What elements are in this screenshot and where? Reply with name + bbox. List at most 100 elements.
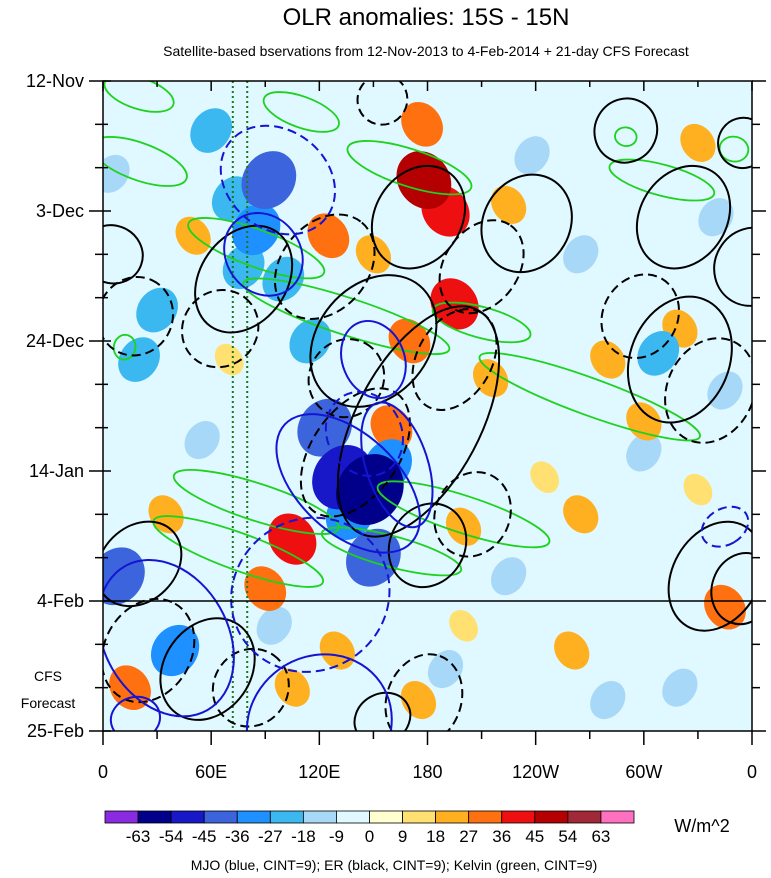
colorbar-swatch-1 xyxy=(137,810,172,824)
x-tick-label-2: 120E xyxy=(298,762,340,782)
y-tick-label-3: 14-Jan xyxy=(29,461,84,481)
colorbar-swatch-2 xyxy=(170,810,205,824)
x-tick-label-6: 0 xyxy=(747,762,757,782)
er-contour-8 xyxy=(103,276,175,357)
kelvin-contour-11 xyxy=(152,515,325,588)
colorbar-label-6: -9 xyxy=(329,827,344,846)
er-contour-13 xyxy=(433,471,512,558)
er-contour-28 xyxy=(356,81,409,126)
er-contour-16 xyxy=(103,597,196,704)
mjo-contour-7 xyxy=(103,558,235,718)
x-tick-label-1: 60E xyxy=(195,762,227,782)
plot-area xyxy=(102,80,753,732)
anomaly-patch-29 xyxy=(274,668,310,707)
x-axis: 0 60E 120E 180 120W 60W 0 xyxy=(98,81,757,782)
chart-title: OLR anomalies: 15S - 15N xyxy=(283,4,570,31)
er-contour-19 xyxy=(384,653,464,731)
colorbar-label-2: -45 xyxy=(192,827,217,846)
colorbar-swatch-5 xyxy=(269,810,304,824)
anomaly-patch-34 xyxy=(590,340,626,379)
anomaly-patch-14 xyxy=(626,433,662,472)
anomaly-patch-6 xyxy=(530,461,560,493)
colorbar-swatch-8 xyxy=(369,810,403,824)
y-tick-label-4: 4-Feb xyxy=(37,591,84,611)
y-axis: 12-Nov 3-Dec 24-Dec 14-Jan 4-Feb 25-Feb xyxy=(26,71,766,741)
anomaly-patch-63 xyxy=(396,151,452,209)
anomaly-patch-36 xyxy=(319,631,355,670)
anomaly-patch-11 xyxy=(590,681,626,720)
anomaly-patch-9 xyxy=(449,610,478,642)
anomaly-patch-4 xyxy=(719,548,749,580)
kelvin-contour-0 xyxy=(103,81,175,113)
kelvin-contour-9 xyxy=(172,469,340,535)
er-contour-4 xyxy=(309,274,438,408)
x-tick-label-4: 120W xyxy=(512,762,559,782)
colorbar-swatch-0 xyxy=(104,810,139,824)
reference-longitude-lines xyxy=(231,81,249,731)
mjo-contour-9 xyxy=(109,695,162,731)
anomaly-patch-8 xyxy=(683,473,713,506)
kelvin-contour-6 xyxy=(242,277,451,355)
kelvin-contour-5 xyxy=(187,217,326,280)
er-contour-0 xyxy=(480,173,573,274)
anomaly-patch-45 xyxy=(401,102,443,147)
mjo-contour-3 xyxy=(360,401,434,529)
er-contour-18 xyxy=(211,647,290,728)
colorbar-swatch-4 xyxy=(236,810,271,824)
anomaly-patch-0 xyxy=(196,653,226,685)
mjo-contour-0 xyxy=(219,124,336,236)
colorbar-label-12: 45 xyxy=(525,827,544,846)
olr-anomaly-field xyxy=(103,102,749,720)
colorbar-units: W/m^2 xyxy=(674,816,729,836)
anomaly-patch-12 xyxy=(662,668,698,707)
colorbar-label-10: 27 xyxy=(459,827,478,846)
chart-subtitle: Satellite-based bservations from 12-Nov-… xyxy=(163,43,689,59)
colorbar-label-9: 18 xyxy=(426,827,445,846)
colorbar-label-0: -63 xyxy=(126,827,151,846)
er-contour-25 xyxy=(710,552,752,626)
kelvin-contour-1 xyxy=(262,91,340,133)
colorbar-label-5: -18 xyxy=(291,827,316,846)
anomaly-patch-15 xyxy=(514,136,550,175)
colorbar-swatch-11 xyxy=(468,810,503,824)
mjo-contour-4 xyxy=(340,320,407,400)
anomaly-patch-57 xyxy=(430,278,479,330)
mjo-contour-2 xyxy=(275,413,421,554)
kelvin-contour-7 xyxy=(431,301,532,344)
anomaly-patch-19 xyxy=(256,606,292,645)
colorbar: -63 -54 -45 -36 -27 -18 -9 0 9 18 27 36 45 54 63 xyxy=(104,810,635,846)
anomaly-patch-46 xyxy=(370,405,413,450)
kelvin-contour-13 xyxy=(112,333,137,361)
er-contour-24 xyxy=(667,520,752,632)
anomaly-patch-35 xyxy=(490,185,527,224)
colorbar-swatch-7 xyxy=(336,810,370,824)
anomaly-patch-16 xyxy=(563,235,599,274)
er-contour-22 xyxy=(600,273,680,360)
mjo-contour-8 xyxy=(245,653,393,731)
kelvin-contour-8 xyxy=(478,352,701,442)
er-contour-29 xyxy=(717,116,752,170)
mjo-contour-10 xyxy=(700,505,750,548)
er-contour-23 xyxy=(635,164,732,270)
er-contour-26 xyxy=(713,226,752,307)
kelvin-contour-14 xyxy=(718,135,750,163)
kelvin-contour-10 xyxy=(376,480,551,549)
colorbar-label-14: 63 xyxy=(591,827,610,846)
anomaly-patch-40 xyxy=(262,256,305,302)
er-contour-11 xyxy=(299,387,411,518)
wave-filtered-contours xyxy=(103,81,752,731)
mjo-contour-5 xyxy=(324,390,404,477)
colorbar-swatch-6 xyxy=(302,810,337,824)
anomaly-patch-33 xyxy=(148,495,184,534)
colorbar-label-13: 54 xyxy=(558,827,577,846)
colorbar-label-4: -27 xyxy=(258,827,283,846)
anomaly-patch-31 xyxy=(554,631,590,670)
kelvin-contour-15 xyxy=(614,126,638,147)
y-tick-label-0: 12-Nov xyxy=(26,71,84,91)
anomaly-patch-5 xyxy=(503,684,533,716)
colorbar-swatch-14 xyxy=(567,810,602,824)
er-contour-9 xyxy=(103,224,144,285)
anomaly-patch-3 xyxy=(539,374,569,407)
mjo-contour-1 xyxy=(223,211,304,297)
colorbar-swatch-3 xyxy=(203,810,238,824)
